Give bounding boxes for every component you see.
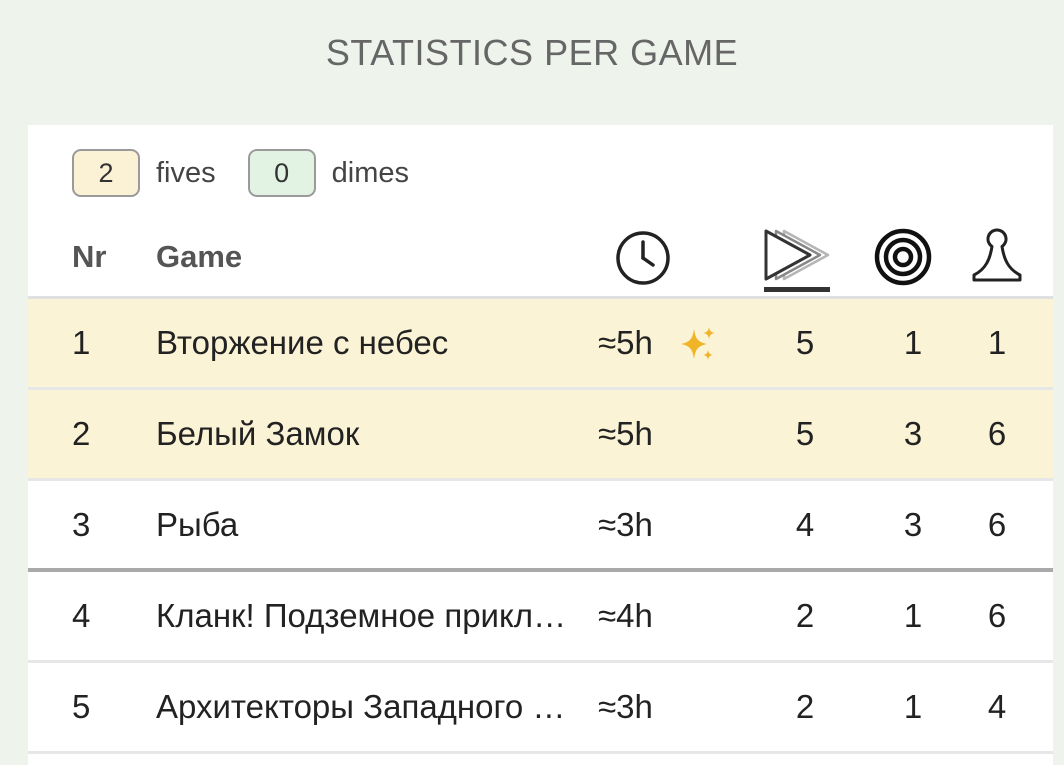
row-game-name: Кланк! Подземное приключение: [156, 597, 576, 634]
double-play-icon[interactable]: [762, 225, 832, 285]
row-nr: 2: [72, 415, 91, 452]
fives-counter: 2: [72, 149, 140, 197]
row-players: 1: [987, 324, 1007, 361]
column-header-game[interactable]: Game: [156, 239, 243, 274]
target-icon[interactable]: [874, 228, 932, 286]
row-goal: 3: [903, 415, 923, 452]
table-row[interactable]: 3 Рыба ≈3h 4 3 6: [28, 481, 1053, 572]
table-row[interactable]: 4 Кланк! Подземное приключение ≈4h 2 1 6: [28, 572, 1053, 663]
row-nr: 1: [72, 324, 91, 361]
fives-label: fives: [156, 156, 216, 189]
row-play-time: ≈5h: [598, 324, 653, 361]
row-plays: 2: [795, 597, 815, 634]
table-row[interactable]: 1 Вторжение с небес ≈5h 5 1 1: [28, 299, 1053, 390]
table-row[interactable]: 2 Белый Замок ≈5h 5 3 6: [28, 390, 1053, 481]
row-nr: 5: [72, 688, 91, 725]
row-play-time: ≈4h: [598, 597, 653, 634]
row-game-name: Рыба: [156, 506, 239, 543]
sparkle-icon: [681, 327, 715, 360]
row-players: 4: [987, 688, 1007, 725]
dimes-counter: 0: [247, 149, 316, 197]
table-header: Nr Game: [28, 217, 1053, 299]
row-play-time: ≈5h: [598, 415, 653, 452]
row-game-name: Архитекторы Западного королевства: [156, 688, 576, 725]
statistics-card: 2 fives 0 dimes Nr Game: [28, 125, 1053, 765]
row-game-name: Белый Замок: [156, 415, 360, 452]
row-plays: 5: [795, 324, 815, 361]
row-plays: 4: [795, 506, 815, 543]
row-players: 6: [987, 506, 1007, 543]
counters-bar: 2 fives 0 dimes: [72, 147, 441, 199]
dimes-label: dimes: [331, 156, 409, 189]
row-nr: 3: [72, 506, 91, 543]
row-players: 6: [987, 597, 1007, 634]
row-goal: 1: [903, 597, 923, 634]
column-header-nr[interactable]: Nr: [72, 239, 107, 274]
row-plays: 5: [795, 415, 815, 452]
row-nr: 4: [72, 597, 91, 634]
clock-icon[interactable]: [614, 229, 672, 287]
row-goal: 3: [903, 506, 923, 543]
row-goal: 1: [903, 324, 923, 361]
row-plays: 2: [795, 688, 815, 725]
pawn-icon[interactable]: [968, 225, 1026, 287]
row-players: 6: [987, 415, 1007, 452]
row-game-name: Вторжение с небес: [156, 324, 449, 361]
row-play-time: ≈3h: [598, 688, 653, 725]
row-goal: 1: [903, 688, 923, 725]
row-play-time: ≈3h: [598, 506, 653, 543]
sort-indicator: [764, 287, 830, 292]
table-row[interactable]: 5 Архитекторы Западного королевства ≈3h 2 1 4: [28, 663, 1053, 754]
page-title: STATISTICS PER GAME: [325, 32, 739, 73]
